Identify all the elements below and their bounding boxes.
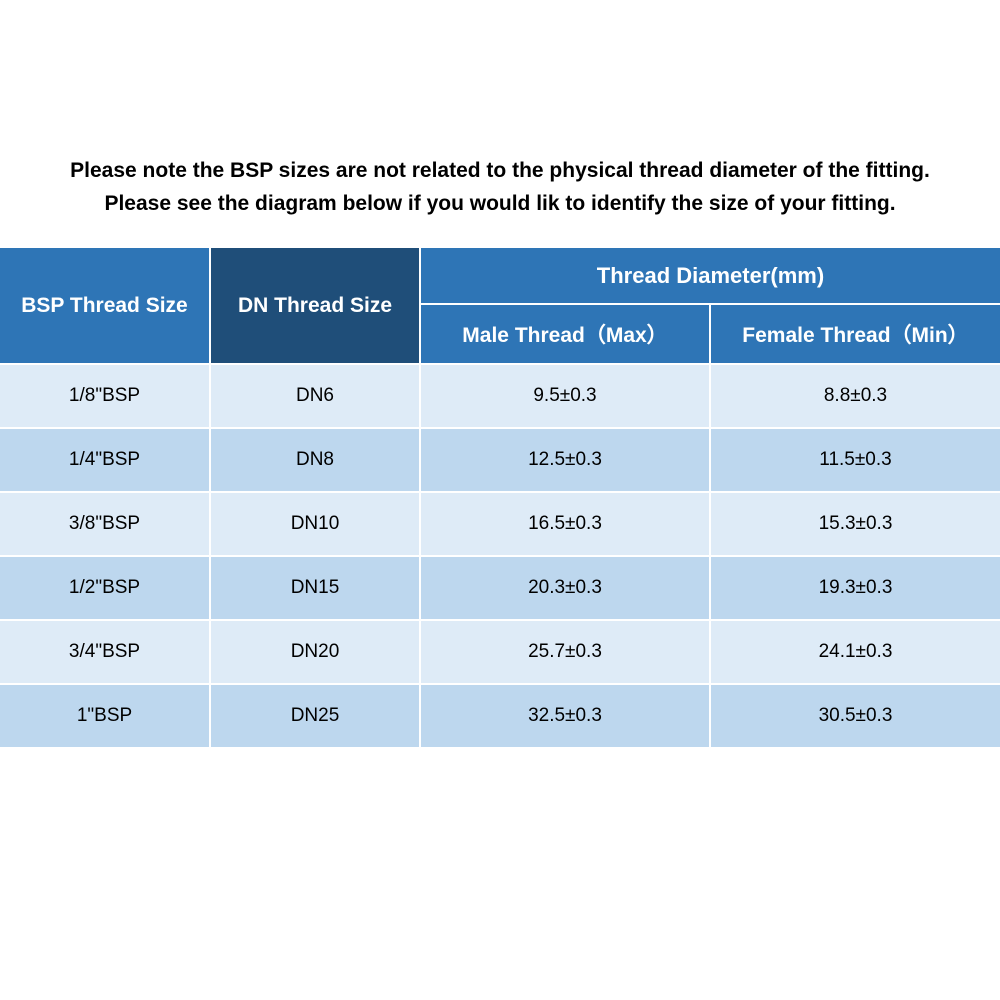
th-female: Female Thread（Min）	[710, 304, 1000, 364]
cell-male: 9.5±0.3	[420, 364, 710, 428]
cell-male: 16.5±0.3	[420, 492, 710, 556]
th-male: Male Thread（Max）	[420, 304, 710, 364]
table-row: 1"BSP DN25 32.5±0.3 30.5±0.3	[0, 684, 1000, 748]
thread-size-table: BSP Thread Size DN Thread Size Thread Di…	[0, 248, 1000, 749]
cell-female: 24.1±0.3	[710, 620, 1000, 684]
cell-female: 15.3±0.3	[710, 492, 1000, 556]
table-row: 1/2"BSP DN15 20.3±0.3 19.3±0.3	[0, 556, 1000, 620]
cell-bsp: 1/8"BSP	[0, 364, 210, 428]
table-row: 3/8"BSP DN10 16.5±0.3 15.3±0.3	[0, 492, 1000, 556]
cell-female: 8.8±0.3	[710, 364, 1000, 428]
cell-dn: DN8	[210, 428, 420, 492]
cell-male: 25.7±0.3	[420, 620, 710, 684]
cell-bsp: 1/2"BSP	[0, 556, 210, 620]
note-line1: Please note the BSP sizes are not relate…	[70, 159, 930, 182]
cell-male: 20.3±0.3	[420, 556, 710, 620]
th-bsp: BSP Thread Size	[0, 248, 210, 364]
cell-bsp: 1"BSP	[0, 684, 210, 748]
th-diameter-group: Thread Diameter(mm)	[420, 248, 1000, 304]
table-row: 3/4"BSP DN20 25.7±0.3 24.1±0.3	[0, 620, 1000, 684]
table-row: 1/8"BSP DN6 9.5±0.3 8.8±0.3	[0, 364, 1000, 428]
cell-bsp: 1/4"BSP	[0, 428, 210, 492]
cell-female: 30.5±0.3	[710, 684, 1000, 748]
note-line2: Please see the diagram below if you woul…	[104, 192, 895, 215]
cell-female: 19.3±0.3	[710, 556, 1000, 620]
cell-female: 11.5±0.3	[710, 428, 1000, 492]
table-body: 1/8"BSP DN6 9.5±0.3 8.8±0.3 1/4"BSP DN8 …	[0, 364, 1000, 748]
cell-bsp: 3/8"BSP	[0, 492, 210, 556]
note-text: Please note the BSP sizes are not relate…	[0, 155, 1000, 248]
table-row: 1/4"BSP DN8 12.5±0.3 11.5±0.3	[0, 428, 1000, 492]
cell-bsp: 3/4"BSP	[0, 620, 210, 684]
th-dn: DN Thread Size	[210, 248, 420, 364]
cell-male: 32.5±0.3	[420, 684, 710, 748]
cell-dn: DN15	[210, 556, 420, 620]
cell-dn: DN25	[210, 684, 420, 748]
cell-dn: DN6	[210, 364, 420, 428]
cell-male: 12.5±0.3	[420, 428, 710, 492]
cell-dn: DN20	[210, 620, 420, 684]
cell-dn: DN10	[210, 492, 420, 556]
